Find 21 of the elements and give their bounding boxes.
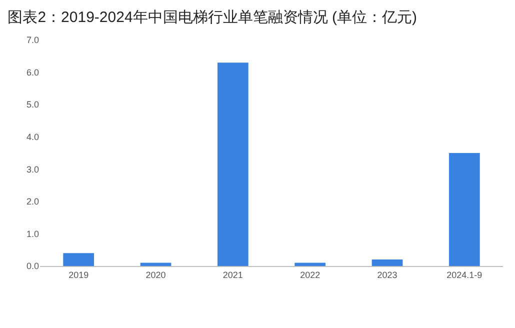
bar — [448, 153, 480, 266]
x-tick-label: 2019 — [68, 270, 89, 280]
bar — [140, 262, 172, 266]
x-tick-label: 2024.1-9 — [446, 270, 482, 280]
x-tick-label: 2022 — [300, 270, 320, 280]
x-tick-label: 2021 — [222, 270, 243, 280]
y-tick-label: 7.0 — [26, 35, 39, 46]
y-tick-label: 2.0 — [26, 196, 39, 207]
bar — [63, 253, 94, 266]
bar — [294, 262, 326, 266]
chart-title: 图表2：2019-2024年中国电梯行业单笔融资情况 (单位：亿元) — [8, 8, 417, 26]
y-tick-label: 3.0 — [26, 164, 39, 174]
y-tick-label: 5.0 — [26, 100, 39, 110]
bar — [372, 260, 403, 266]
x-tick-label: 2023 — [377, 270, 398, 280]
bar — [217, 62, 248, 266]
y-tick-label: 1.0 — [26, 228, 39, 239]
y-tick-label: 6.0 — [26, 67, 39, 78]
y-tick-label: 4.0 — [26, 132, 39, 142]
x-tick-label: 2020 — [146, 270, 166, 280]
y-tick-label: 0.0 — [26, 261, 39, 272]
